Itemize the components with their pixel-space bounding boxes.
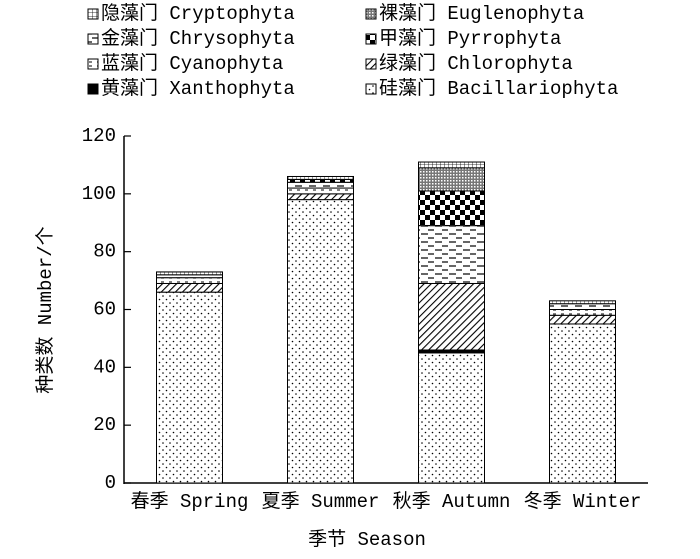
bar-segment <box>287 187 354 195</box>
bar-segment <box>287 175 354 180</box>
bar-segment <box>156 282 223 293</box>
y-tick-label: 120 <box>82 125 116 147</box>
bar-segment <box>418 161 485 169</box>
y-tick-label: 40 <box>93 356 116 378</box>
legend-label: 绿藻门 Chlorophyta <box>379 52 573 75</box>
legend-swatch <box>87 83 99 95</box>
y-tick-label: 20 <box>93 414 116 436</box>
y-tick-label: 60 <box>93 299 116 321</box>
x-tick-label: 秋季 Autumn <box>393 490 511 513</box>
y-axis-title: 种类数 Number/个 <box>34 226 57 393</box>
bar-segment <box>156 291 223 484</box>
legend-label: 硅藻门 Bacillariophyta <box>379 77 618 100</box>
bar-segment <box>418 190 485 227</box>
x-tick-label: 春季 Spring <box>131 490 249 513</box>
legend-swatch <box>365 58 377 70</box>
bar-segment <box>287 181 354 189</box>
legend-label: 隐藻门 Cryptophyta <box>101 2 295 25</box>
bar-segment <box>418 282 485 351</box>
x-tick-label: 夏季 Summer <box>262 490 380 513</box>
legend-label: 黄藻门 Xanthophyta <box>101 77 295 100</box>
bar-segment <box>418 225 485 284</box>
y-tick-label: 0 <box>105 472 116 494</box>
bar-segment <box>549 323 616 484</box>
legend-swatch <box>365 83 377 95</box>
bar-segment <box>156 271 223 276</box>
bar-segment <box>418 167 485 192</box>
legend-swatch <box>365 8 377 20</box>
y-tick-label: 80 <box>93 241 116 263</box>
bar-segment <box>418 352 485 484</box>
legend-label: 金藻门 Chrysophyta <box>101 27 295 50</box>
legend-swatch <box>87 8 99 20</box>
bar-segment <box>287 199 354 484</box>
y-tick-label: 100 <box>82 183 116 205</box>
bar-segment <box>549 300 616 305</box>
bar-segment <box>287 193 354 201</box>
legend-swatch <box>87 33 99 45</box>
x-axis-title: 季节 Season <box>308 528 426 551</box>
legend-swatch <box>365 33 377 45</box>
bar-segment <box>156 277 223 284</box>
legend-swatch <box>87 58 99 70</box>
x-tick-label: 冬季 Winter <box>524 490 642 513</box>
legend-label: 裸藻门 Euglenophyta <box>379 2 584 25</box>
bar-segment <box>549 314 616 325</box>
bar-segment <box>549 303 616 311</box>
legend-label: 蓝藻门 Cyanophyta <box>101 52 283 75</box>
bar-segment <box>549 309 616 316</box>
legend-label: 甲藻门 Pyrrophyta <box>379 27 561 50</box>
